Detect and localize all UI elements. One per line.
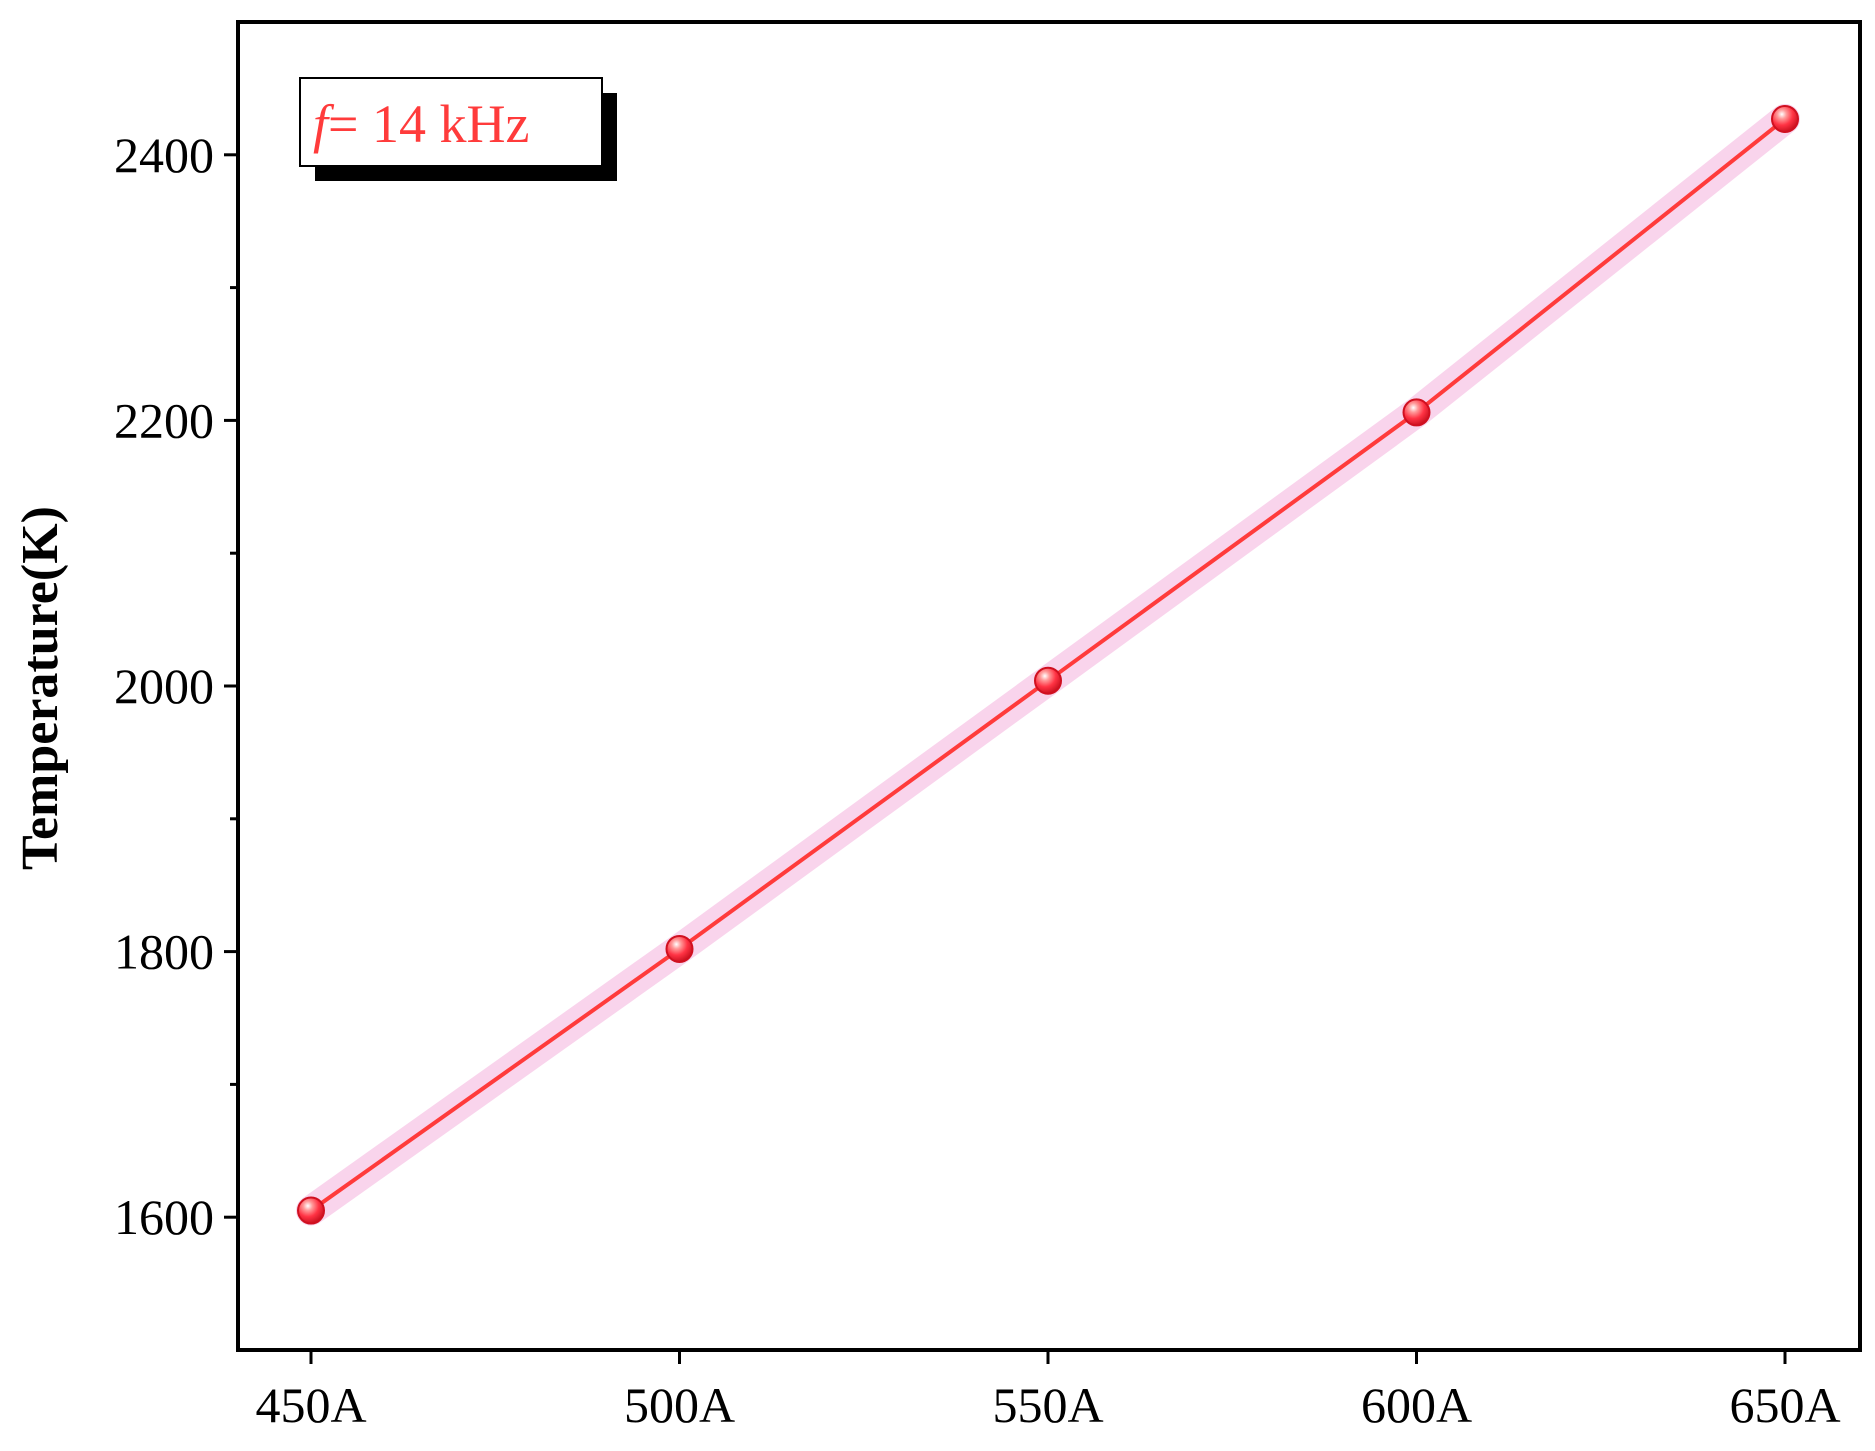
- y-tick-label-2400: 2400: [114, 127, 214, 183]
- legend-value-text: = 14 kHz: [328, 94, 529, 154]
- legend-frame: [299, 77, 603, 167]
- y-tick-label-1600: 1600: [114, 1189, 214, 1245]
- x-tick-label-450A: 450A: [255, 1377, 366, 1433]
- data-point-500A: [665, 934, 694, 963]
- data-point-450A: [297, 1196, 325, 1225]
- legend-box: f= 14 kHz: [299, 77, 617, 181]
- data-marker-layer: [297, 104, 1799, 1225]
- series-band: [296, 103, 1800, 1226]
- x-tick-label-500A: 500A: [624, 1377, 735, 1433]
- x-tick-label-550A: 550A: [992, 1377, 1103, 1433]
- y-axis-title: Temperature(K): [12, 506, 69, 870]
- y-tick-label-2000: 2000: [114, 658, 214, 714]
- y-axis-tick-labels: 1600 1800 2000 2200 2400: [114, 127, 214, 1245]
- legend-label: f= 14 kHz: [313, 94, 529, 154]
- x-axis-tick-labels: 450A 500A 550A 600A 650A: [255, 1377, 1840, 1433]
- y-tick-label-1800: 1800: [114, 924, 214, 980]
- x-axis-ticks: [309, 1350, 1787, 1364]
- x-tick-label-600A: 600A: [1361, 1377, 1472, 1433]
- y-axis-ticks: [224, 153, 238, 1219]
- x-tick-label-650A: 650A: [1729, 1377, 1840, 1433]
- data-point-600A: [1402, 398, 1431, 427]
- data-point-550A: [1034, 666, 1062, 695]
- data-point-650A: [1771, 104, 1799, 133]
- y-tick-label-2200: 2200: [114, 392, 214, 448]
- confidence-band: [296, 103, 1800, 1226]
